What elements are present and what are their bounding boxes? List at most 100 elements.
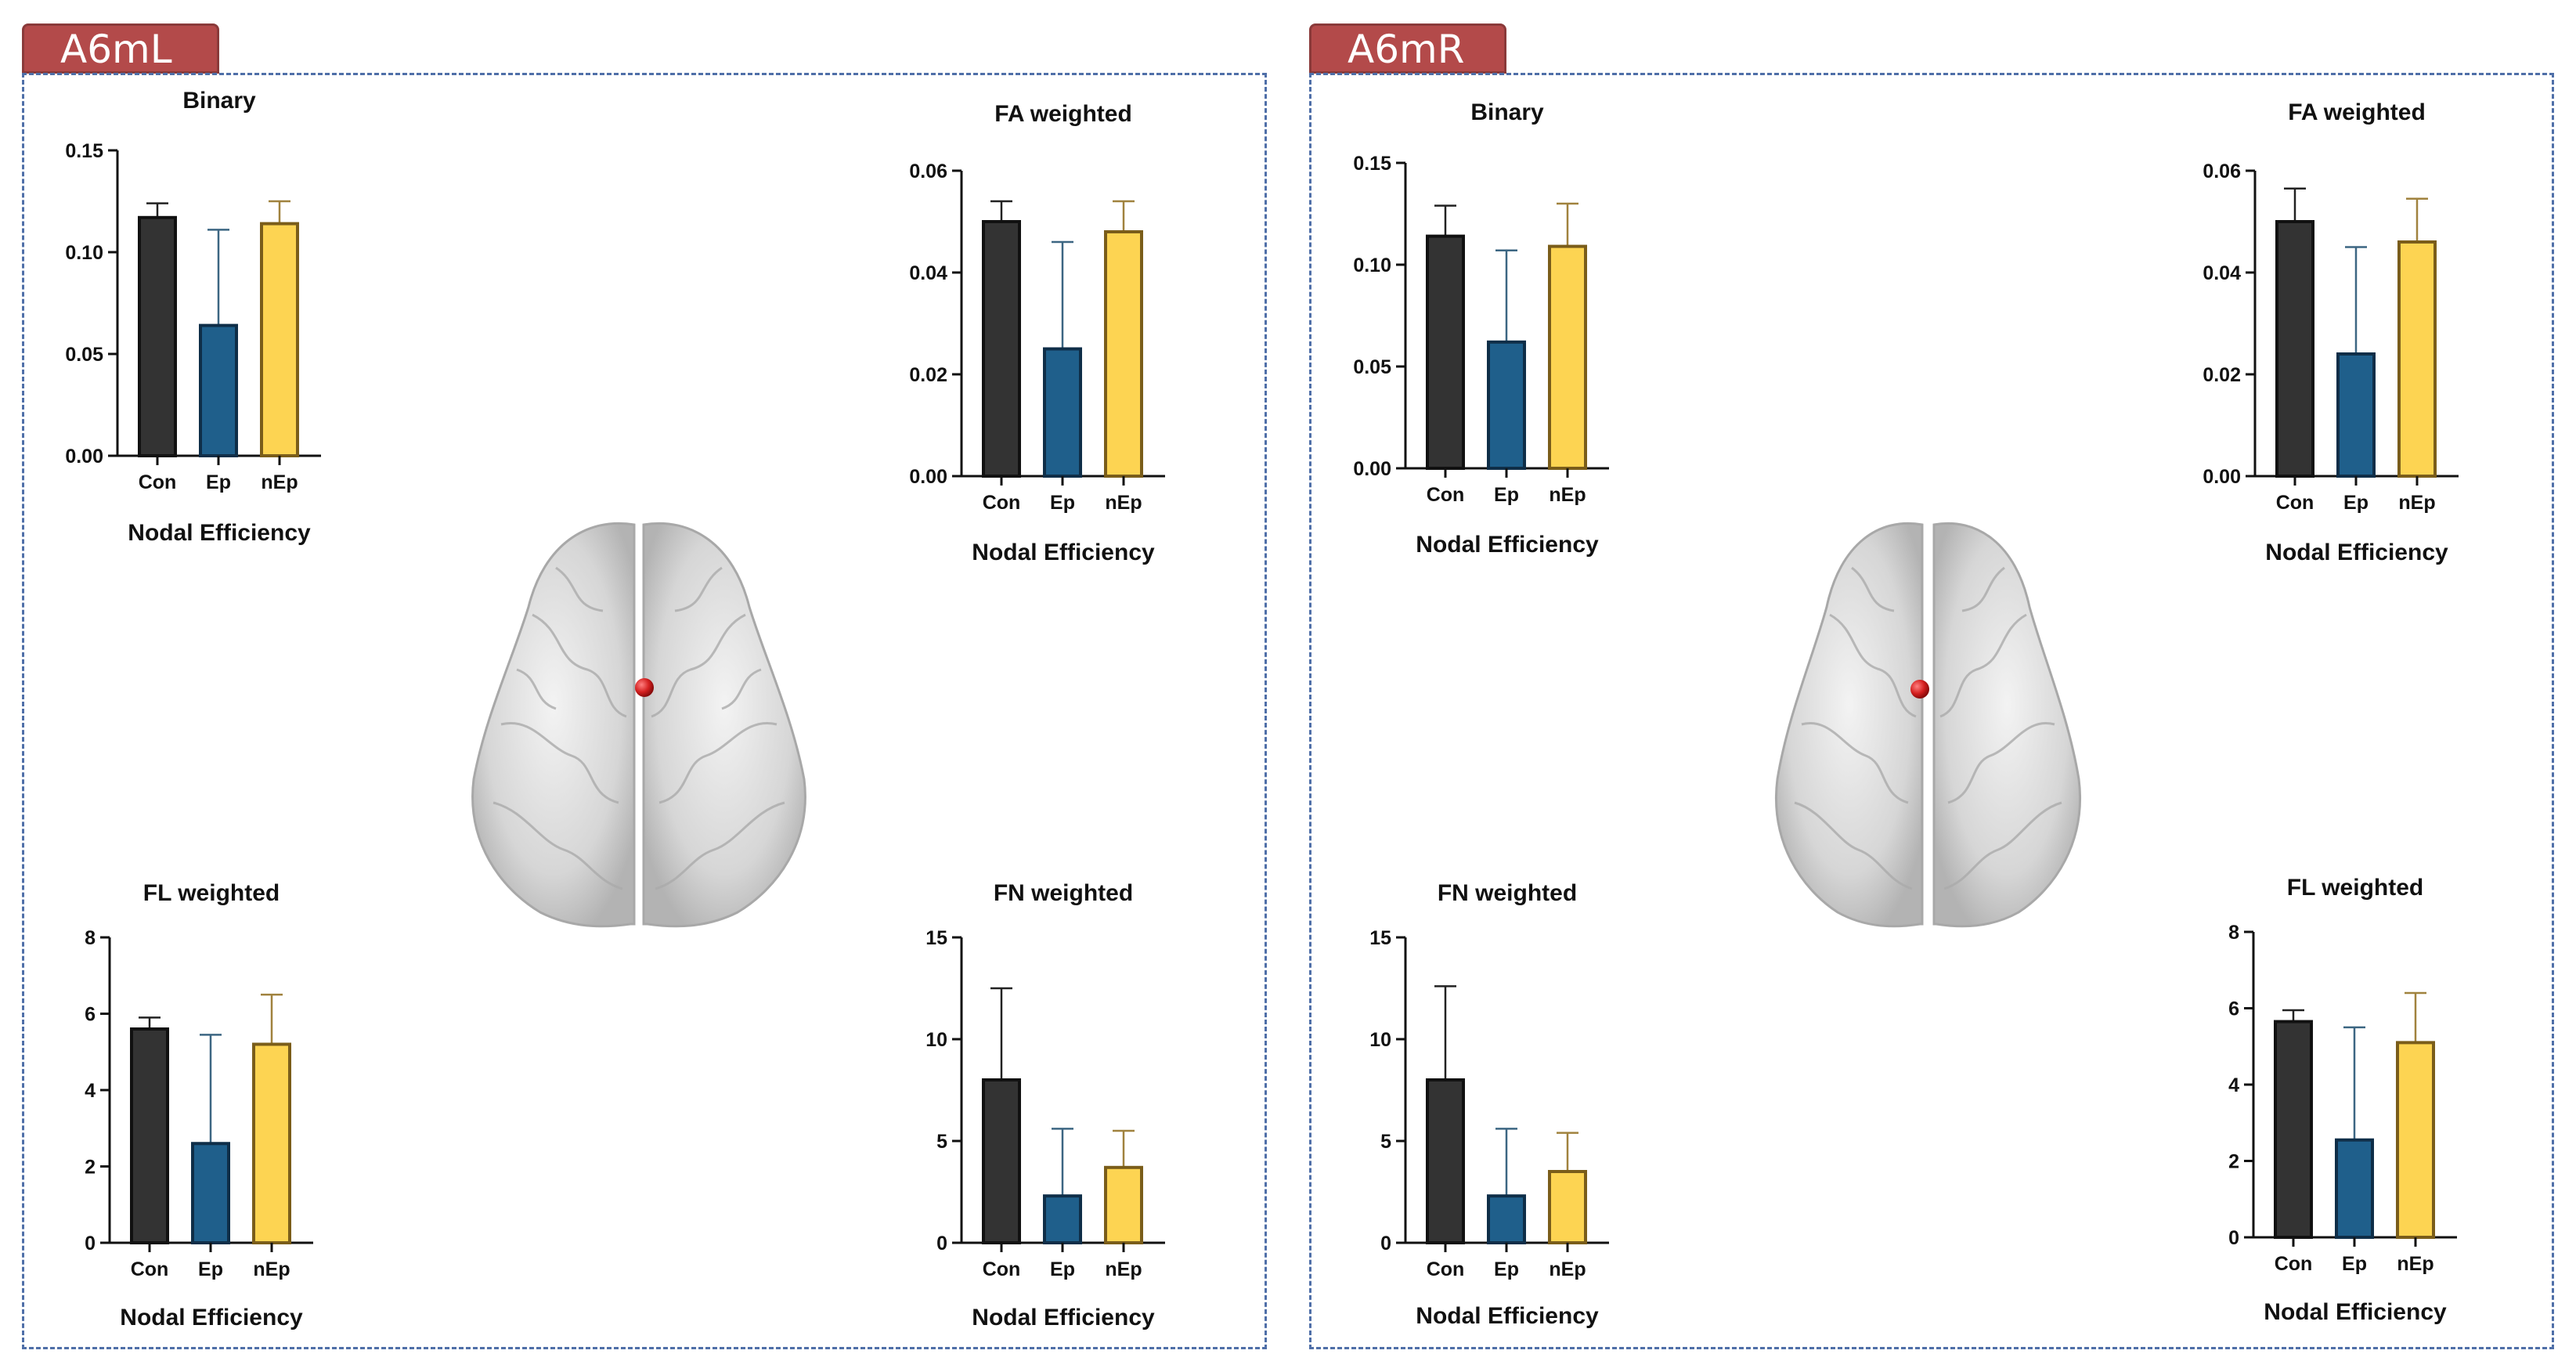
bar-nep	[2396, 1041, 2435, 1239]
panel-tag-left: A6mL	[22, 23, 219, 74]
bar-con	[1426, 234, 1465, 470]
x-tick-label: nEp	[2397, 1253, 2433, 1275]
chart-L-binary: 0.00 0.05 0.10 0.15 Con Ep nEp Binary Nodal Effi…	[65, 88, 321, 546]
y-tick-label: 4	[2228, 1074, 2239, 1096]
bar-ep	[2335, 1138, 2374, 1239]
chart-x-axis-label: Nodal Efficiency	[2264, 1299, 2447, 1325]
x-tick-label: Con	[983, 492, 1021, 514]
brain-node-marker-left	[635, 678, 654, 697]
x-tick-label: nEp	[1549, 484, 1586, 506]
bar-con	[130, 1027, 169, 1244]
bar-ep	[1043, 1194, 1082, 1244]
y-tick-label: 6	[2228, 998, 2239, 1020]
chart-title: FL weighted	[143, 880, 280, 906]
y-tick-label: 0.02	[909, 364, 947, 386]
x-tick-label: nEp	[2398, 492, 2435, 514]
y-tick-label: 0.06	[909, 161, 947, 182]
brain-image-left	[471, 522, 806, 928]
y-tick-label: 15	[925, 927, 947, 949]
x-tick-label: nEp	[253, 1258, 290, 1280]
chart-x-axis-label: Nodal Efficiency	[120, 1305, 303, 1330]
chart-x-axis-label: Nodal Efficiency	[1416, 532, 1599, 558]
chart-title: FL weighted	[2287, 875, 2423, 901]
y-tick-label: 0.06	[2203, 161, 2241, 182]
x-tick-label: nEp	[261, 471, 298, 493]
x-tick-label: nEp	[1549, 1258, 1586, 1280]
y-tick-label: 10	[925, 1029, 947, 1051]
chart-x-axis-label: Nodal Efficiency	[2265, 540, 2448, 565]
chart-L-fa: 0.00 0.02 0.04 0.06 Con Ep nEp FA weighted Nodal…	[909, 101, 1165, 565]
y-tick-label: 2	[2228, 1151, 2239, 1173]
x-tick-label: Ep	[1494, 484, 1519, 506]
x-tick-label: Con	[139, 471, 177, 493]
chart-x-axis-label: Nodal Efficiency	[1416, 1303, 1599, 1329]
y-tick-label: 0.15	[1353, 153, 1391, 175]
bar-nep	[260, 222, 299, 457]
bar-nep	[252, 1042, 291, 1244]
x-tick-label: Ep	[1050, 492, 1075, 514]
y-tick-label: 2	[85, 1157, 96, 1179]
chart-title: FA weighted	[994, 101, 1132, 127]
chart-R-binary: 0.00 0.05 0.10 0.15 Con Ep nEp Binary Nodal Effi…	[1353, 99, 1609, 558]
x-tick-label: Con	[131, 1258, 169, 1280]
chart-title: FN weighted	[1438, 880, 1577, 906]
y-tick-label: 8	[85, 927, 96, 949]
bar-nep	[2397, 240, 2437, 478]
y-tick-label: 0.05	[65, 344, 103, 366]
y-tick-label: 0.00	[1353, 458, 1391, 480]
y-tick-label: 0.04	[2203, 262, 2241, 284]
bar-con	[982, 1078, 1021, 1244]
panel-tag-right: A6mR	[1309, 23, 1506, 74]
y-tick-label: 0.10	[1353, 255, 1391, 276]
chart-title: Binary	[182, 88, 256, 114]
bar-con	[138, 215, 177, 457]
bar-nep	[1104, 1165, 1143, 1245]
panel-frame-left	[22, 73, 1267, 1349]
y-tick-label: 0.00	[909, 466, 947, 488]
y-tick-label: 0.15	[65, 140, 103, 162]
y-tick-label: 0.02	[2203, 364, 2241, 386]
x-tick-label: Con	[2275, 1253, 2313, 1275]
chart-L-fl: 0 2 4 6 8 Con Ep nEp FL weighted Nodal Efficiency	[85, 880, 313, 1330]
y-tick-label: 0.00	[2203, 466, 2241, 488]
y-tick-label: 0	[85, 1233, 96, 1255]
y-tick-label: 8	[2228, 922, 2239, 944]
y-tick-label: 6	[85, 1004, 96, 1026]
x-tick-label: Con	[983, 1258, 1021, 1280]
y-tick-label: 0.05	[1353, 356, 1391, 378]
y-tick-label: 0	[1380, 1233, 1391, 1255]
y-tick-label: 5	[1380, 1131, 1391, 1153]
y-tick-label: 0.10	[65, 242, 103, 264]
chart-R-fl: 0 2 4 6 8 Con Ep nEp FL weighted Nodal Efficiency	[2228, 875, 2457, 1325]
x-tick-label: nEp	[1105, 492, 1142, 514]
x-tick-label: Ep	[2343, 492, 2369, 514]
chart-R-fn: 0 5 10 15 Con Ep nEp FN weighted Nodal Efficienc…	[1369, 880, 1609, 1329]
x-tick-label: Ep	[2342, 1253, 2367, 1275]
bar-nep	[1104, 230, 1143, 478]
y-tick-label: 0.04	[909, 262, 947, 284]
brain-node-marker-right	[1910, 680, 1929, 699]
chart-x-axis-label: Nodal Efficiency	[972, 540, 1155, 565]
x-tick-label: Con	[1427, 484, 1465, 506]
bar-con	[2275, 220, 2314, 478]
y-tick-label: 5	[936, 1131, 947, 1153]
bar-nep	[1548, 1170, 1587, 1244]
bar-ep	[1043, 347, 1082, 478]
x-tick-label: nEp	[1105, 1258, 1142, 1280]
y-tick-label: 10	[1369, 1029, 1391, 1051]
x-tick-label: Ep	[206, 471, 231, 493]
bar-ep	[1487, 340, 1526, 470]
chart-title: Binary	[1470, 99, 1544, 125]
bar-con	[982, 220, 1021, 478]
x-tick-label: Con	[2276, 492, 2314, 514]
y-tick-label: 0	[936, 1233, 947, 1255]
bar-ep	[191, 1142, 230, 1244]
y-tick-label: 0.00	[65, 446, 103, 468]
bar-con	[2274, 1020, 2313, 1239]
chart-x-axis-label: Nodal Efficiency	[972, 1305, 1155, 1330]
y-tick-label: 0	[2228, 1227, 2239, 1249]
y-tick-label: 4	[85, 1080, 96, 1102]
brain-image-right	[1775, 522, 2081, 928]
chart-title: FA weighted	[2288, 99, 2426, 125]
